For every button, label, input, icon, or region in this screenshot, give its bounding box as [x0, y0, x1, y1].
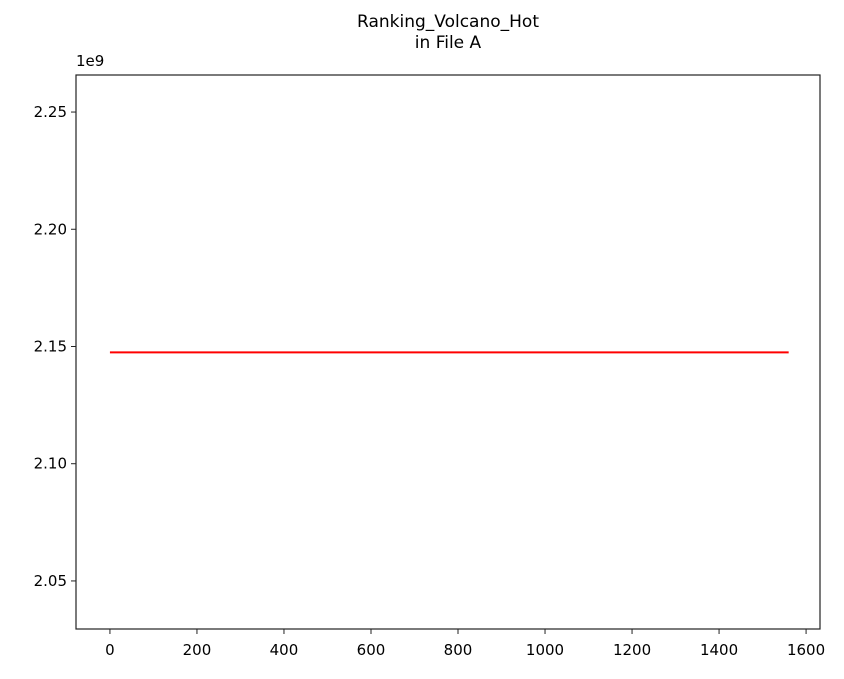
- y-tick-label: 2.10: [34, 455, 67, 473]
- chart-title-line-2: in File A: [414, 33, 482, 53]
- y-axis-offset-label: 1e9: [76, 52, 105, 70]
- y-tick-label: 2.05: [34, 572, 67, 590]
- y-tick-label: 2.25: [34, 103, 67, 121]
- chart-title-line-1: Ranking_Volcano_Hot: [357, 12, 539, 32]
- x-tick-label: 0: [105, 641, 115, 659]
- x-tick-label: 1200: [613, 641, 651, 659]
- axes-frame: [75, 74, 821, 630]
- chart-title: Ranking_Volcano_Hot in File A: [76, 12, 820, 54]
- y-tick-label: 2.15: [34, 337, 67, 355]
- x-tick-label: 800: [444, 641, 473, 659]
- x-tick-label: 400: [270, 641, 299, 659]
- x-tick-label: 1600: [787, 641, 825, 659]
- x-tick-label: 1400: [700, 641, 738, 659]
- x-tick-label: 1000: [526, 641, 564, 659]
- x-tick-label: 200: [183, 641, 212, 659]
- x-tick-label: 600: [357, 641, 386, 659]
- y-tick-label: 2.20: [34, 220, 67, 238]
